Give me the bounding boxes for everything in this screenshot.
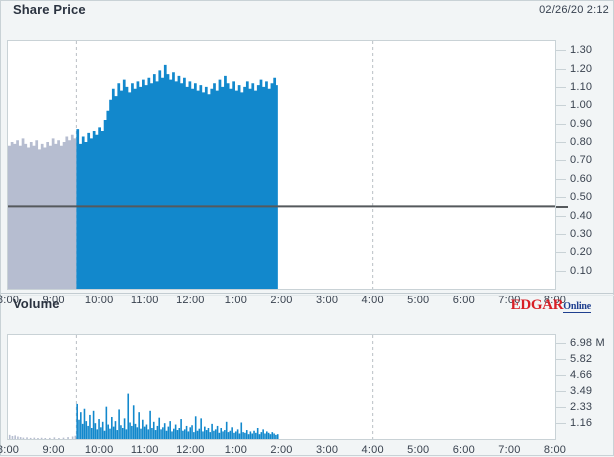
x-tick-label: 11:00: [130, 444, 159, 456]
price-area-regular-session: [76, 64, 278, 289]
volume-bars-pre-market-volume: [8, 434, 77, 439]
x-tick-label: 9:00: [42, 444, 65, 456]
y-tick-mark: [556, 215, 566, 217]
y-tick-label: 0.70: [570, 154, 593, 167]
price-area-pre-market: [8, 129, 77, 289]
price-series-svg: [8, 41, 555, 289]
y-tick-mark: [556, 123, 566, 125]
share-price-plot[interactable]: [7, 40, 556, 290]
y-tick-label: 0.90: [570, 117, 593, 130]
y-tick-label: 0.50: [570, 191, 593, 204]
x-tick-label: 3:00: [315, 444, 339, 456]
y-tick-label: 6.98 M: [570, 336, 605, 349]
y-tick-mark: [556, 142, 566, 144]
y-tick-label: 1.20: [570, 62, 593, 75]
previous-close-tick: [556, 206, 568, 209]
x-tick-label: 12:00: [176, 444, 205, 456]
x-tick-label: 8:00: [543, 444, 567, 456]
quote-timestamp: 02/26/20 2:12: [539, 4, 609, 16]
y-tick-mark: [556, 423, 566, 425]
y-tick-label: 3.49: [570, 384, 593, 397]
y-tick-label: 5.82: [570, 352, 593, 365]
share-price-header: Share Price 02/26/20 2:12: [1, 1, 614, 20]
y-tick-mark: [556, 50, 566, 52]
x-tick-label: 6:00: [452, 444, 475, 456]
edgar-logo-primary: EDGAR: [510, 297, 564, 313]
y-tick-mark: [556, 86, 566, 88]
y-tick-label: 0.80: [570, 136, 593, 149]
y-tick-label: 0.10: [570, 264, 593, 277]
y-tick-mark: [556, 390, 566, 392]
volume-title: Volume: [13, 296, 60, 311]
y-tick-mark: [556, 342, 566, 344]
volume-plot[interactable]: [7, 334, 556, 440]
edgar-logo-secondary: Online: [563, 301, 591, 313]
x-tick-label: 1:00: [224, 444, 248, 456]
volume-series-svg: [8, 335, 374, 439]
y-tick-mark: [556, 197, 566, 199]
y-tick-label: 1.10: [570, 80, 593, 93]
y-tick-label: 4.66: [570, 368, 593, 381]
y-tick-mark: [556, 233, 566, 235]
x-tick-label: 4:00: [361, 294, 384, 306]
y-tick-mark: [556, 358, 566, 360]
panel-divider-highlight: [1, 295, 614, 296]
y-tick-label: 1.16: [570, 417, 593, 430]
x-tick-label: 9:00: [42, 294, 65, 306]
x-tick-label: 11:00: [130, 294, 159, 306]
y-tick-label: 1.00: [570, 99, 593, 112]
x-tick-label: 5:00: [407, 444, 430, 456]
y-tick-label: 0.60: [570, 172, 593, 185]
y-tick-mark: [556, 406, 566, 408]
x-tick-label: 8:00: [0, 294, 20, 306]
x-tick-label: 8:00: [543, 294, 567, 306]
x-tick-label: 5:00: [407, 294, 430, 306]
x-tick-label: 4:00: [361, 444, 384, 456]
x-tick-label: 1:00: [224, 294, 248, 306]
volume-header: Volume EDGAROnline: [1, 295, 614, 314]
y-tick-label: 1.30: [570, 44, 593, 57]
x-tick-label: 10:00: [84, 294, 114, 306]
y-tick-mark: [556, 160, 566, 162]
x-tick-label: 8:00: [0, 444, 20, 456]
y-tick-label: 2.33: [570, 400, 593, 413]
y-tick-mark: [556, 270, 566, 272]
volume-panel: Volume EDGAROnline 6.98 M 5.82 4.66 3.49 2.3…: [0, 295, 614, 457]
page-title: Share Price: [13, 2, 86, 17]
x-tick-label: 7:00: [498, 444, 521, 456]
x-tick-label: 10:00: [84, 444, 114, 456]
y-tick-mark: [556, 374, 566, 376]
x-tick-label: 3:00: [315, 294, 339, 306]
y-tick-label: 0.40: [570, 209, 593, 222]
y-tick-mark: [556, 68, 566, 70]
edgar-online-logo[interactable]: EDGAROnline: [511, 297, 591, 313]
y-tick-label: 0.20: [570, 246, 593, 259]
x-tick-label: 2:00: [270, 294, 293, 306]
y-tick-mark: [556, 252, 566, 254]
x-tick-label: 2:00: [270, 444, 293, 456]
y-tick-mark: [556, 105, 566, 107]
volume-bars-regular-session-volume: [76, 393, 279, 439]
panel-divider: [1, 293, 614, 294]
x-tick-label: 7:00: [498, 294, 521, 306]
y-tick-label: 0.30: [570, 227, 593, 240]
y-tick-mark: [556, 178, 566, 180]
x-tick-label: 6:00: [452, 294, 475, 306]
share-price-panel: Share Price 02/26/20 2:12 1.30 1.20 1.10 1.…: [0, 1, 614, 306]
x-tick-label: 12:00: [176, 294, 205, 306]
